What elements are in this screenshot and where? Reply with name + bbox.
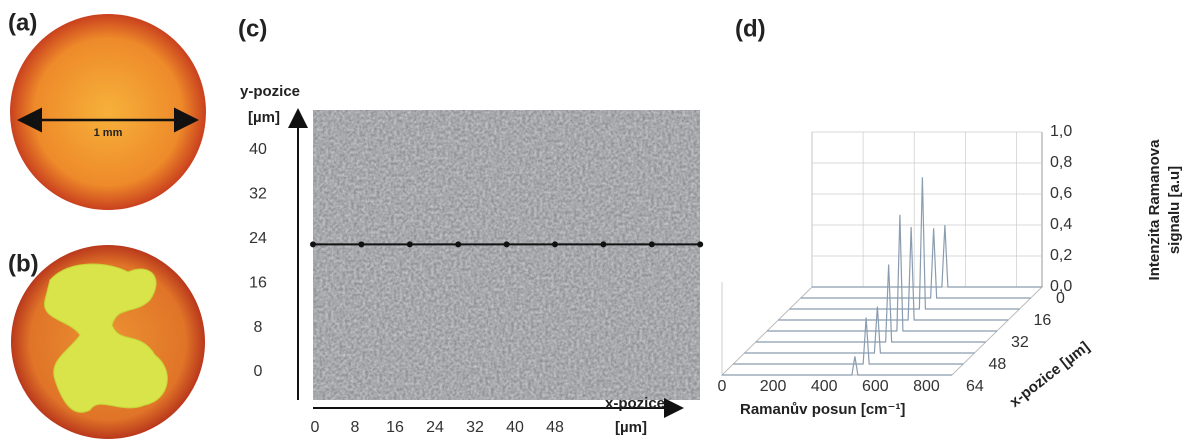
- x-tick-label: 600: [862, 378, 889, 395]
- z-tick-label: 1,0: [1050, 123, 1072, 140]
- x-tick-label: 800: [913, 378, 940, 395]
- spectrum: [744, 306, 975, 354]
- z-tick-label: 0,0: [1050, 278, 1072, 295]
- z-tick-label: 0,6: [1050, 185, 1072, 202]
- scan-point: [552, 241, 558, 248]
- map-region: [44, 263, 168, 413]
- scan-point: [503, 241, 510, 248]
- x-tick-label: 0: [718, 378, 727, 395]
- scan-point: [310, 241, 316, 248]
- scan-point: [406, 241, 413, 248]
- x-axis-unit: [µm]: [615, 419, 647, 436]
- spectrum: [755, 264, 986, 343]
- panel-label: (a): [8, 9, 37, 36]
- scan-point: [358, 241, 365, 248]
- z-tick-label: 0,8: [1050, 154, 1072, 171]
- y-tick-label: 24: [249, 230, 267, 247]
- x-tick-label: 40: [506, 419, 524, 436]
- x-tick-label: 24: [426, 419, 444, 436]
- z-axis-title: signalu [a.u]: [1166, 166, 1183, 254]
- panel-label: (b): [8, 250, 39, 277]
- depth-tick-label: 16: [1034, 312, 1052, 329]
- y-axis-title: y-pozice: [240, 83, 300, 100]
- scan-point: [697, 241, 704, 248]
- x-tick-label: 8: [351, 419, 360, 436]
- z-tick-label: 0,2: [1050, 247, 1072, 264]
- y-axis-unit: [µm]: [248, 109, 280, 126]
- x-tick-label: 400: [811, 378, 838, 395]
- y-tick-label: 40: [249, 141, 267, 158]
- scale-label: 1 mm: [94, 127, 123, 139]
- scan-point: [648, 241, 655, 248]
- x-tick-label: 200: [760, 378, 787, 395]
- depth-tick-label: 64: [966, 378, 984, 395]
- depth-tick-label: 48: [989, 356, 1007, 373]
- x-axis-title: x-pozice: [605, 395, 665, 412]
- x-tick-label: 16: [386, 419, 404, 436]
- y-tick-label: 32: [249, 186, 267, 203]
- panel-label: (c): [238, 15, 267, 42]
- z-tick-label: 0,4: [1050, 216, 1072, 233]
- sample-a: [10, 14, 206, 210]
- micrograph-texture: [313, 110, 700, 400]
- x-axis-title: Ramanův posun [cm⁻¹]: [740, 401, 905, 418]
- spectrum: [778, 226, 1009, 321]
- y-tick-label: 8: [254, 319, 263, 336]
- y-tick-label: 0: [254, 363, 263, 380]
- spectrum: [789, 177, 1020, 310]
- spectrum: [722, 356, 952, 376]
- panel-label: (d): [735, 15, 766, 42]
- depth-tick-label: 0: [1056, 290, 1065, 307]
- spectrum: [733, 317, 964, 365]
- x-tick-label: 0: [311, 419, 320, 436]
- x-tick-label: 32: [466, 419, 484, 436]
- depth-tick-label: 32: [1011, 334, 1029, 351]
- spectrum: [767, 214, 997, 332]
- scan-point: [455, 241, 462, 248]
- y-tick-label: 16: [249, 274, 267, 291]
- x-tick-label: 48: [546, 419, 564, 436]
- z-axis-title: Intenzita Ramanova: [1146, 139, 1163, 281]
- scan-point: [600, 241, 607, 248]
